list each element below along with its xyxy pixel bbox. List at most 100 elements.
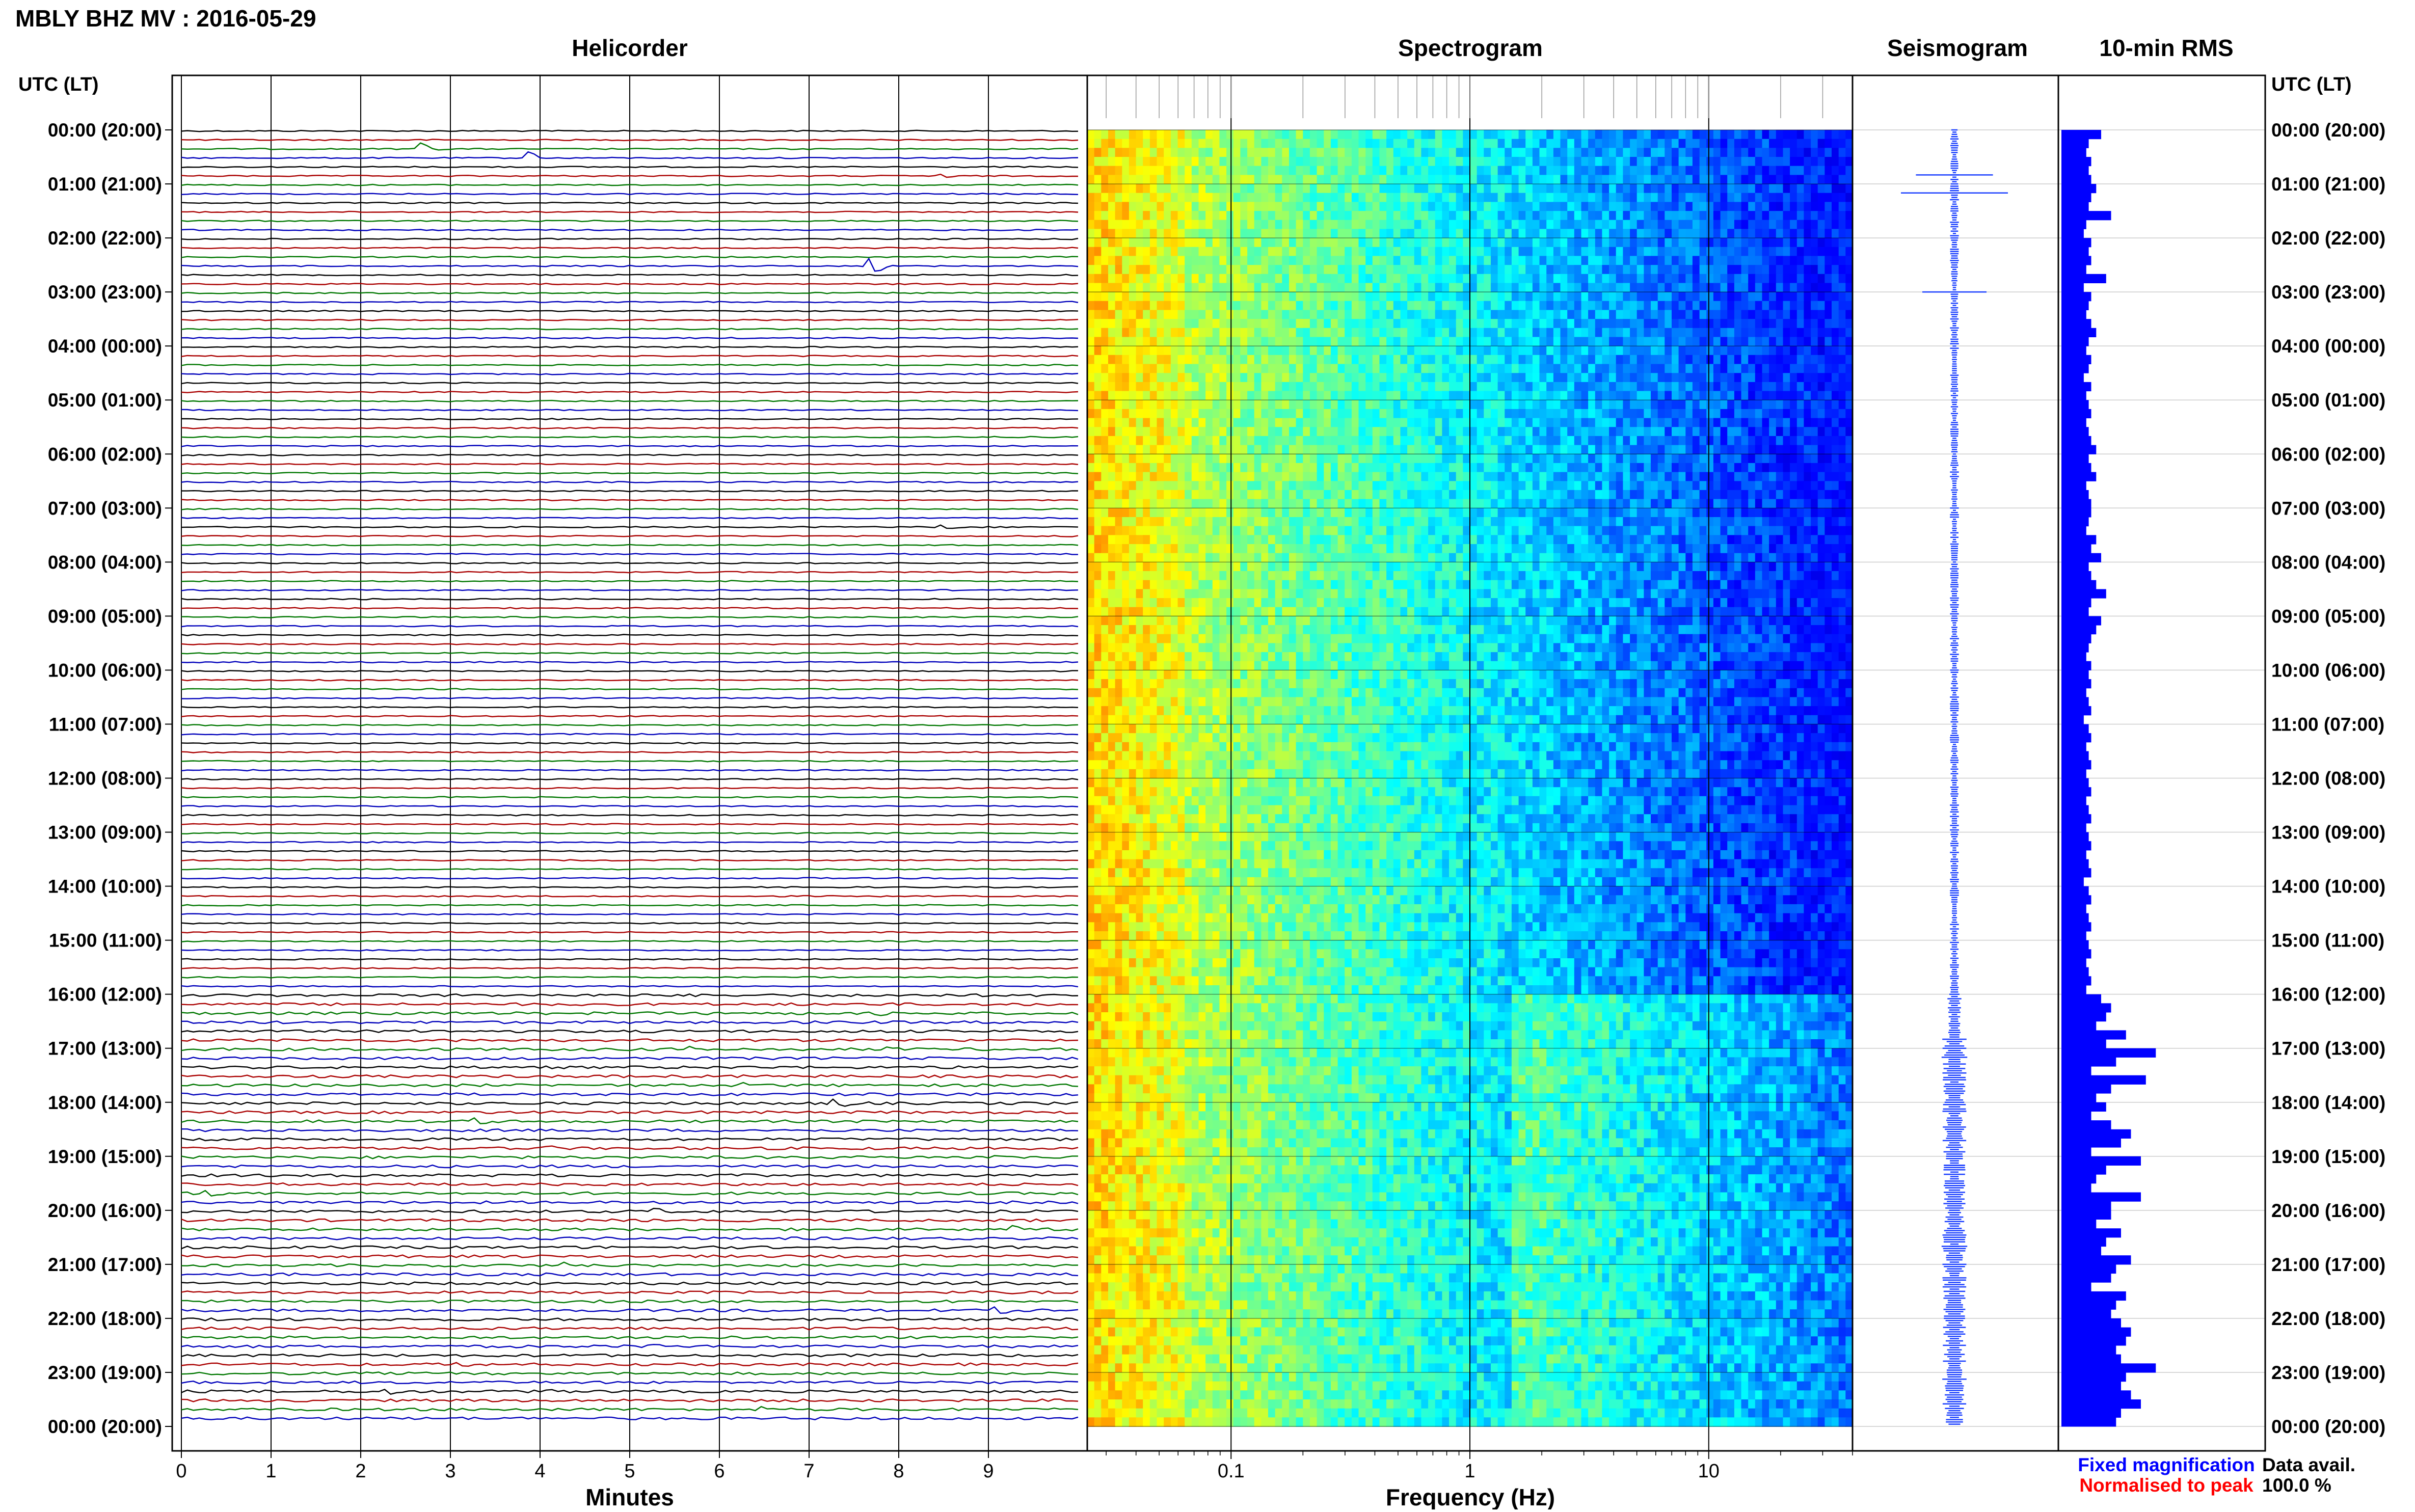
time-label-left: 13:00 (09:00)	[48, 822, 162, 843]
rms-bar	[2061, 1417, 2116, 1426]
time-label-left: 15:00 (11:00)	[49, 930, 162, 951]
time-label-right: 00:00 (20:00)	[2271, 120, 2385, 141]
helicorder-tick-label: 7	[803, 1461, 814, 1482]
rms-bar	[2061, 1039, 2106, 1048]
rms-bar	[2061, 1355, 2121, 1364]
spectrogram-tick-label: 0.1	[1218, 1461, 1245, 1482]
rms-bar	[2061, 985, 2086, 994]
time-label-right: 12:00 (08:00)	[2271, 768, 2385, 789]
time-label-right: 17:00 (13:00)	[2271, 1038, 2385, 1059]
rms-bar	[2061, 1201, 2111, 1210]
time-label-left: 07:00 (03:00)	[48, 498, 162, 519]
helicorder-title: Helicorder	[572, 35, 688, 61]
time-label-left: 20:00 (16:00)	[48, 1200, 162, 1221]
time-label-left: 09:00 (05:00)	[48, 606, 162, 627]
rms-bar	[2061, 454, 2089, 463]
rms-bar	[2061, 1066, 2091, 1075]
rms-bar	[2061, 220, 2086, 229]
time-label-right: 11:00 (07:00)	[2271, 714, 2384, 735]
spectrogram-title: Spectrogram	[1398, 35, 1543, 61]
rms-bar	[2061, 958, 2086, 967]
rms-bar	[2061, 157, 2091, 166]
rms-bar	[2061, 931, 2086, 940]
rms-bar	[2061, 301, 2089, 310]
rms-bar	[2061, 922, 2091, 931]
rms-bar	[2061, 1318, 2121, 1328]
time-label-left: 23:00 (19:00)	[48, 1362, 162, 1383]
utc-lt-label-left: UTC (LT)	[18, 74, 99, 95]
rms-bar	[2061, 769, 2086, 778]
time-label-right: 23:00 (19:00)	[2271, 1362, 2385, 1383]
time-label-left: 00:00 (20:00)	[48, 120, 162, 141]
rms-bar	[2061, 814, 2091, 823]
rms-bar	[2061, 1138, 2121, 1147]
helicorder-trace	[181, 346, 1078, 347]
rms-bar	[2061, 967, 2089, 977]
time-label-right: 06:00 (02:00)	[2271, 444, 2385, 465]
rms-bar	[2061, 463, 2091, 472]
rms-bar	[2061, 778, 2089, 788]
rms-bar	[2061, 1255, 2131, 1264]
rms-bar	[2061, 607, 2089, 616]
helicorder-tick-label: 4	[534, 1461, 545, 1482]
helicorder-xlabel: Minutes	[585, 1484, 674, 1509]
rms-bar	[2061, 1120, 2111, 1129]
rms-bar	[2061, 652, 2086, 661]
time-label-left: 12:00 (08:00)	[48, 768, 162, 789]
rms-bar	[2061, 1183, 2091, 1193]
time-label-right: 00:00 (20:00)	[2271, 1416, 2385, 1437]
time-label-right: 16:00 (12:00)	[2271, 984, 2385, 1005]
rms-bar	[2061, 1111, 2091, 1120]
rms-bar	[2061, 427, 2089, 436]
rms-bar	[2061, 1129, 2131, 1139]
rms-bar	[2061, 706, 2091, 715]
rms-bar	[2061, 1228, 2121, 1237]
rms-bar	[2061, 481, 2086, 490]
rms-bar	[2061, 1057, 2116, 1066]
rms-bar	[2061, 211, 2111, 220]
time-label-left: 11:00 (07:00)	[49, 714, 162, 735]
time-label-right: 02:00 (22:00)	[2271, 228, 2385, 249]
rms-bar	[2061, 661, 2091, 670]
rms-bar	[2061, 832, 2089, 842]
rms-bar	[2061, 1093, 2096, 1102]
rms-bar	[2061, 688, 2086, 697]
figure-title: MBLY BHZ MV : 2016-05-29	[15, 5, 316, 32]
rms-bar	[2061, 202, 2089, 211]
rms-bar	[2061, 337, 2089, 346]
time-label-left: 00:00 (20:00)	[48, 1416, 162, 1437]
rms-bar	[2061, 1012, 2106, 1021]
rms-bar	[2061, 1237, 2106, 1247]
rms-bar	[2061, 400, 2089, 409]
time-label-right: 09:00 (05:00)	[2271, 606, 2385, 627]
rms-bar	[2061, 742, 2086, 751]
rms-bar	[2061, 949, 2091, 958]
rms-bar	[2061, 1075, 2146, 1085]
rms-bar	[2061, 1166, 2106, 1175]
rms-bar	[2061, 850, 2086, 859]
rms-bar	[2061, 472, 2096, 481]
rms-bar	[2061, 634, 2091, 643]
rms-bar	[2061, 229, 2084, 238]
time-label-right: 20:00 (16:00)	[2271, 1200, 2385, 1221]
rms-bar	[2061, 517, 2089, 526]
time-label-right: 04:00 (00:00)	[2271, 336, 2385, 357]
data-avail-label: Data avail.	[2262, 1454, 2355, 1475]
rms-bar	[2061, 1174, 2096, 1183]
helicorder-trace	[181, 913, 1078, 914]
time-label-left: 19:00 (15:00)	[48, 1146, 162, 1167]
rms-bar	[2061, 1328, 2131, 1337]
helicorder-trace	[181, 697, 1078, 698]
rms-bar	[2061, 1291, 2126, 1301]
rms-bar	[2061, 724, 2089, 734]
rms-bar	[2061, 256, 2091, 265]
rms-bar	[2061, 1274, 2111, 1283]
time-label-right: 15:00 (11:00)	[2271, 930, 2384, 951]
rms-bar	[2061, 616, 2101, 625]
rms-bar	[2061, 697, 2089, 706]
time-label-left: 21:00 (17:00)	[48, 1254, 162, 1275]
rms-bar	[2061, 805, 2089, 815]
helicorder-tick-label: 9	[983, 1461, 994, 1482]
